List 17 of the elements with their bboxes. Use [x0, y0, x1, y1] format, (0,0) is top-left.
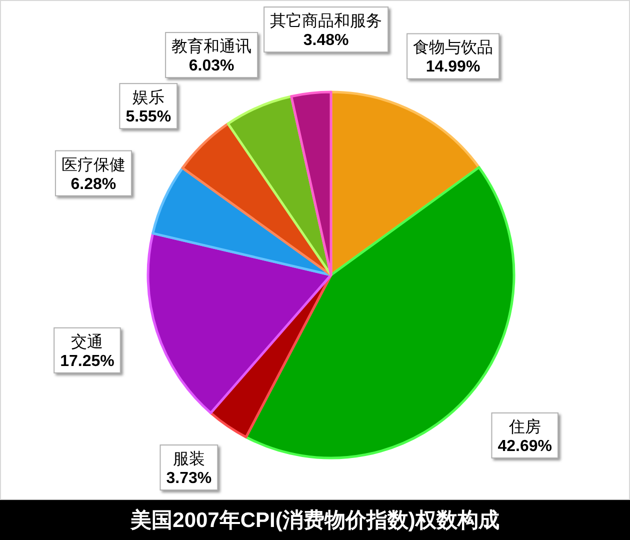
- slice-label: 教育和通讯: [172, 38, 252, 56]
- data-label: 6.03%: [188, 58, 234, 75]
- data-label: 5.55%: [126, 108, 172, 126]
- slice-label: 住房: [508, 418, 541, 436]
- slice-label: 娱乐: [132, 88, 164, 107]
- slice-label: 其它商品和服务: [270, 12, 382, 30]
- data-label: 3.48%: [303, 32, 349, 50]
- data-label: 42.69%: [498, 438, 552, 455]
- slice-label: 食物与饮品: [413, 38, 494, 57]
- data-label: 6.28%: [70, 176, 116, 193]
- slice-label: 交通: [71, 332, 104, 351]
- title: 美国2007年CPI(消费物价指数)权数构成: [130, 509, 500, 532]
- slice-label: 医疗保健: [61, 156, 126, 174]
- data-label: 3.73%: [166, 470, 212, 487]
- data-label: 14.99%: [426, 58, 480, 76]
- slice-label: 服装: [172, 450, 205, 468]
- data-label: 17.25%: [60, 352, 114, 370]
